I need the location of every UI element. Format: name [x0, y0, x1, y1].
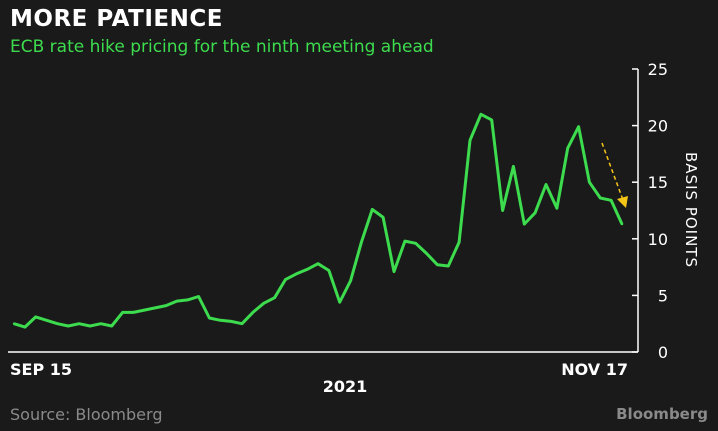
data-point: [153, 306, 157, 310]
data-point: [164, 304, 168, 307]
data-point: [186, 298, 189, 302]
data-point: [229, 320, 233, 323]
data-point: [555, 207, 559, 210]
chart-title: MORE PATIENCE: [10, 6, 223, 32]
data-point: [490, 118, 493, 122]
data-point: [403, 239, 407, 243]
data-point: [425, 252, 428, 255]
data-point: [67, 324, 70, 328]
data-point: [620, 222, 624, 226]
data-point: [588, 181, 591, 184]
data-point: [284, 278, 287, 281]
chart-subtitle: ECB rate hike pricing for the ninth meet…: [10, 37, 434, 57]
data-point: [381, 216, 385, 219]
data-point: [544, 183, 548, 186]
data-point: [436, 263, 439, 267]
data-point: [12, 322, 16, 325]
data-point: [121, 311, 124, 314]
data-point: [132, 311, 135, 314]
trend-arrow: [601, 142, 624, 201]
data-point: [457, 240, 461, 244]
data-point: [338, 300, 341, 304]
brand-logo-text: Bloomberg: [616, 405, 708, 423]
x-start-label: SEP 15: [10, 360, 72, 379]
data-point: [305, 268, 309, 271]
y-tick-label: 10: [648, 230, 668, 249]
data-point: [479, 113, 483, 116]
data-point: [88, 324, 92, 328]
y-tick-label: 20: [648, 117, 668, 136]
data-point: [295, 272, 298, 276]
data-point: [110, 324, 113, 328]
data-point: [512, 165, 515, 168]
data-point: [77, 322, 81, 325]
data-point: [34, 315, 37, 319]
data-point: [360, 240, 363, 244]
data-point: [45, 319, 48, 322]
y-tick-label: 25: [648, 60, 668, 79]
data-point: [316, 262, 320, 265]
data-point: [197, 295, 200, 298]
y-axis-title: BASIS POINTS: [682, 152, 700, 268]
data-point: [219, 319, 222, 322]
data-point: [468, 139, 472, 142]
data-point: [262, 302, 265, 305]
source-note: Source: Bloomberg: [10, 405, 163, 424]
data-point: [392, 270, 396, 273]
data-point: [577, 125, 580, 128]
data-point: [533, 211, 537, 214]
data-point: [175, 299, 179, 303]
series-line: [13, 112, 624, 329]
y-tick-label: 0: [658, 343, 668, 362]
data-point: [143, 308, 146, 312]
data-point: [56, 322, 59, 325]
data-point: [599, 196, 602, 200]
data-point: [501, 209, 504, 212]
x-end-label: NOV 17: [561, 360, 628, 379]
data-point: [273, 296, 276, 299]
data-point: [208, 316, 211, 320]
data-point: [240, 322, 244, 325]
data-point: [23, 325, 27, 329]
y-tick-label: 5: [658, 286, 668, 305]
x-axis-title: 2021: [323, 377, 368, 396]
data-point: [99, 322, 103, 325]
data-point: [327, 269, 331, 272]
y-tick-label: 15: [648, 173, 668, 192]
data-point: [251, 311, 255, 314]
data-point: [523, 222, 526, 226]
arrow-head-icon: [617, 196, 628, 208]
data-point: [371, 208, 374, 211]
data-point: [447, 264, 450, 268]
data-point: [609, 199, 613, 202]
data-point: [349, 279, 352, 282]
data-point: [414, 242, 417, 245]
data-point: [566, 147, 569, 150]
